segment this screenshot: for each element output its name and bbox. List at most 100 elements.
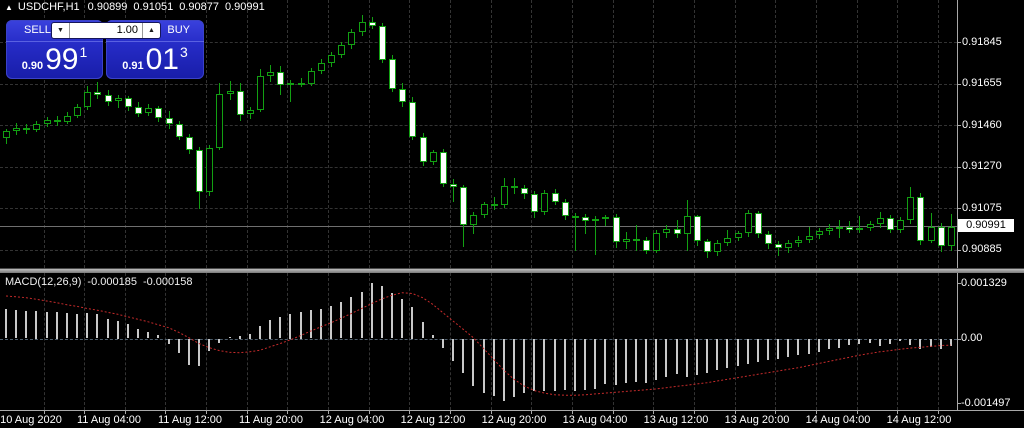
macd-axis-tick	[957, 283, 961, 284]
price-axis-tick	[957, 83, 961, 85]
macd-histogram-bar	[361, 291, 363, 339]
gridline-vertical	[897, 273, 899, 410]
macd-histogram-bar	[401, 299, 403, 339]
gridline-vertical	[368, 0, 370, 268]
volume-decrease-button[interactable]: ▼	[52, 23, 70, 38]
time-axis-tick	[206, 411, 208, 414]
candle-body	[206, 148, 213, 193]
macd-histogram-bar	[686, 338, 688, 377]
macd-histogram-bar	[15, 310, 17, 339]
time-axis-label[interactable]: 12 Aug 12:00	[400, 414, 466, 426]
macd-histogram-bar	[615, 338, 617, 385]
time-axis-label[interactable]: 10 Aug 2020	[0, 414, 62, 426]
time-axis-label[interactable]: 14 Aug 04:00	[805, 414, 871, 426]
macd-histogram-bar	[523, 338, 525, 393]
candle-body	[298, 83, 305, 86]
time-axis-tick	[612, 411, 614, 414]
macd-histogram-bar	[767, 338, 769, 361]
sell-price-small: 0.90	[21, 60, 44, 72]
macd-histogram-bar	[46, 311, 48, 339]
panel-separator[interactable]	[0, 268, 1024, 273]
time-axis-label[interactable]: 11 Aug 20:00	[238, 414, 304, 426]
time-axis-label[interactable]: 13 Aug 04:00	[562, 414, 628, 426]
sell-price-pip: 1	[79, 44, 88, 60]
time-axis-line	[0, 410, 1024, 411]
candle-wick	[636, 224, 637, 251]
macd-histogram-bar	[584, 338, 586, 391]
gridline-vertical	[84, 273, 86, 410]
macd-histogram-bar	[625, 338, 627, 384]
macd-histogram-bar	[777, 338, 779, 359]
macd-histogram-bar	[483, 338, 485, 393]
sell-price-big: 99	[45, 43, 79, 76]
candle-wick	[605, 214, 606, 226]
gridline-vertical	[612, 273, 614, 410]
gridline-vertical	[450, 0, 451, 268]
gridline-vertical	[937, 273, 939, 410]
candle-body	[836, 226, 843, 229]
gridline-vertical	[43, 273, 45, 410]
macd-histogram-bar	[543, 338, 545, 392]
time-axis-tick	[531, 411, 533, 414]
gridline-vertical	[490, 0, 492, 268]
candle-body	[33, 124, 40, 130]
candle-body	[227, 90, 234, 94]
time-axis-label[interactable]: 14 Aug 12:00	[886, 414, 952, 426]
macd-histogram-bar	[411, 307, 413, 339]
macd-histogram-bar	[808, 338, 810, 354]
time-axis-label[interactable]: 13 Aug 20:00	[724, 414, 790, 426]
gridline-vertical	[531, 0, 533, 268]
macd-histogram-bar	[889, 338, 891, 345]
buy-button[interactable]: BUY	[167, 24, 190, 36]
macd-histogram-bar	[726, 338, 728, 368]
time-axis-label[interactable]: 11 Aug 12:00	[157, 414, 223, 426]
candle-body	[674, 229, 681, 235]
macd-zero-line	[0, 338, 957, 340]
sell-price-area[interactable]: 0.90 99 1	[6, 41, 103, 79]
time-axis-label[interactable]: 12 Aug 20:00	[481, 414, 547, 426]
candle-body	[237, 90, 244, 115]
candle-body	[592, 219, 599, 222]
candle-body	[155, 108, 162, 118]
candle-body	[84, 91, 91, 107]
candle-body	[663, 229, 670, 234]
time-axis-label[interactable]: 12 Aug 04:00	[319, 414, 385, 426]
candle-body	[928, 226, 935, 241]
candle-body	[105, 95, 112, 102]
time-axis-tick	[165, 411, 167, 414]
time-axis-tick	[368, 411, 370, 414]
candle-body	[623, 238, 630, 242]
volume-input[interactable]: 1.00	[116, 24, 138, 36]
candle-wick	[585, 213, 586, 235]
macd-histogram-bar	[25, 310, 27, 339]
macd-histogram-bar	[279, 316, 281, 339]
macd-histogram-bar	[157, 335, 159, 339]
volume-increase-button[interactable]: ▲	[142, 23, 160, 38]
time-axis-label[interactable]: 11 Aug 04:00	[76, 414, 142, 426]
gridline-vertical	[897, 0, 899, 268]
buy-price-area[interactable]: 0.91 01 3	[106, 41, 204, 79]
candle-body	[826, 227, 833, 232]
candle-body	[552, 193, 559, 202]
gridline-vertical	[124, 273, 126, 410]
candle-wick	[778, 240, 779, 256]
candle-body	[562, 202, 569, 216]
macd-histogram-bar	[188, 338, 190, 365]
sell-button[interactable]: SELL	[24, 24, 51, 36]
macd-histogram-bar	[147, 331, 149, 339]
gridline-vertical	[165, 273, 167, 410]
candle-wick	[677, 220, 678, 238]
candle-body	[13, 127, 20, 131]
price-axis-tick	[957, 166, 961, 168]
candle-body	[613, 217, 620, 242]
time-axis-tick	[653, 411, 655, 414]
time-axis-tick	[734, 411, 736, 414]
macd-histogram-bar	[950, 338, 952, 347]
gridline-horizontal	[0, 166, 957, 168]
candle-body	[54, 119, 61, 123]
time-axis-label[interactable]: 13 Aug 12:00	[643, 414, 709, 426]
bid-price-line	[0, 225, 957, 227]
macd-histogram-bar	[462, 338, 464, 373]
candle-body	[907, 196, 914, 221]
